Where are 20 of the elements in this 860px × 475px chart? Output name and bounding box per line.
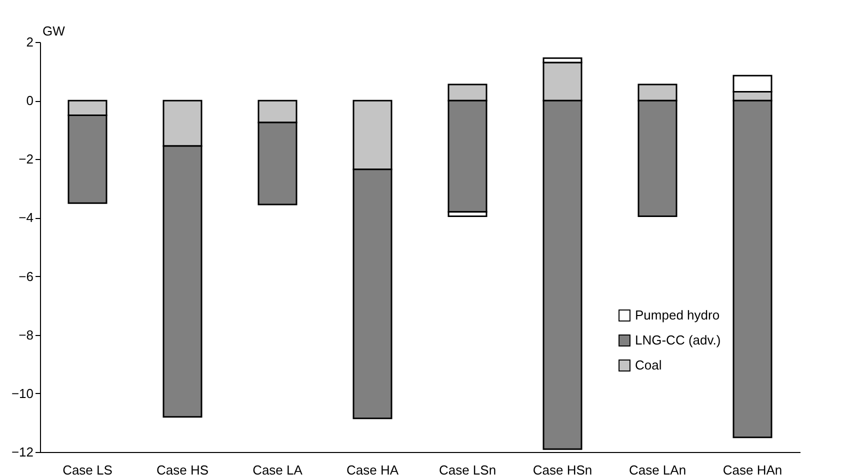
x-tick-label: Case LS [62,462,113,475]
x-tick-label: Case LA [252,462,303,475]
legend-label: LNG-CC (adv.) [635,332,721,348]
x-tick-label: Case HSn [532,462,592,475]
y-tick-label: −2 [18,152,34,167]
y-tick-label: −4 [18,210,34,226]
x-tick-label: Case HA [346,462,399,475]
x-tick-label: Case HS [156,462,209,475]
x-tick-label: Case HAn [722,462,782,475]
y-axis-title: GW [42,24,66,38]
x-tick-label: Case LSn [438,462,496,475]
y-tick-label: −6 [18,268,34,284]
x-tick-label: Case LAn [628,462,686,475]
y-tick-label: −10 [11,386,34,401]
y-tick-label: 0 [26,93,34,108]
legend-label: Pumped hydro [635,308,720,322]
y-tick-label: −12 [11,444,34,460]
y-tick-label: 2 [26,34,34,50]
y-tick-label: −8 [18,327,34,342]
legend-label: Coal [635,358,662,372]
